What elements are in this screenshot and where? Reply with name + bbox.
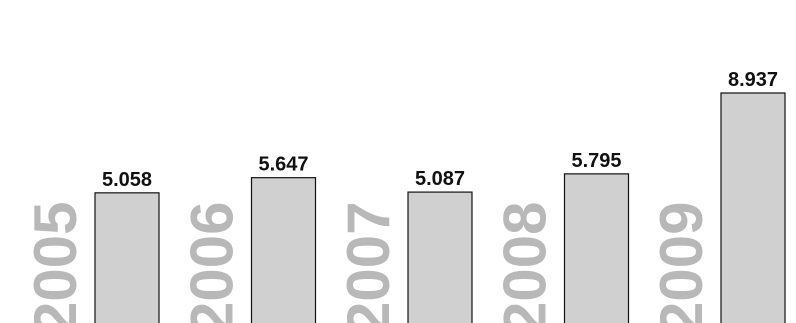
bar-2006 bbox=[250, 177, 317, 323]
year-label-2006: 2006 bbox=[179, 202, 246, 323]
year-label-2008: 2008 bbox=[492, 202, 559, 323]
bar-2007 bbox=[407, 191, 473, 323]
bar-2009 bbox=[720, 92, 786, 323]
chart-marks: 5.058 2005 5.647 2006 5.087 2007 5.795 2008 8.93… bbox=[22, 69, 786, 323]
value-label-2005: 5.058 bbox=[102, 169, 152, 191]
value-label-2007: 5.087 bbox=[415, 168, 465, 190]
value-label-2009: 8.937 bbox=[728, 69, 778, 91]
bar-2005 bbox=[94, 192, 160, 323]
year-label-2005: 2005 bbox=[22, 202, 89, 323]
bar-2008 bbox=[563, 173, 630, 323]
value-label-2008: 5.795 bbox=[571, 150, 621, 172]
value-label-2006: 5.647 bbox=[258, 154, 308, 176]
year-label-2009: 2009 bbox=[648, 202, 715, 323]
year-label-2007: 2007 bbox=[335, 202, 402, 323]
